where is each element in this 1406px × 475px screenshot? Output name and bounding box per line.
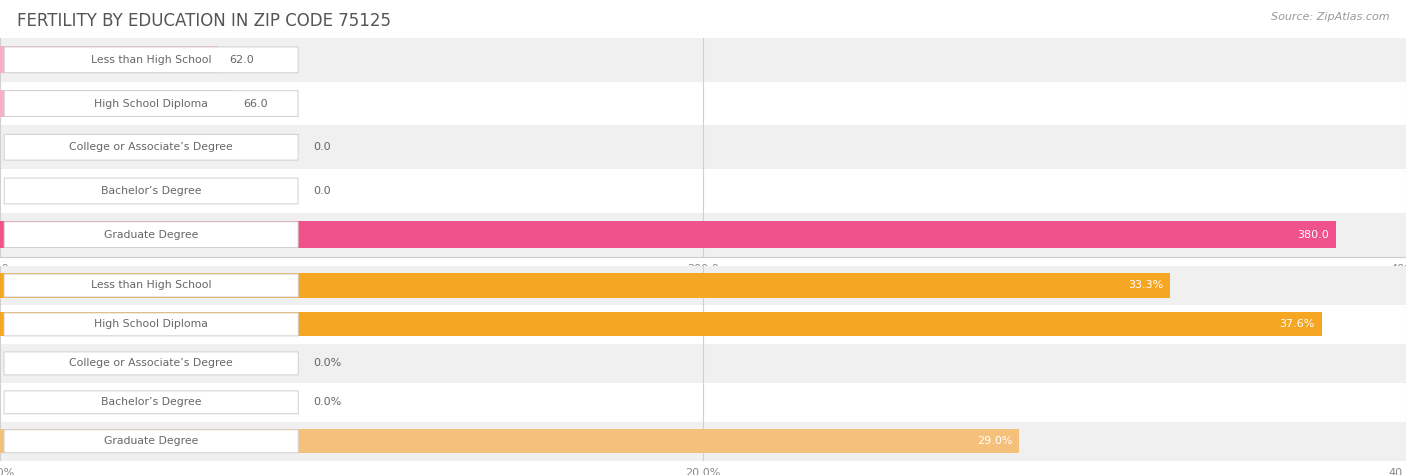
Bar (0, 383, 1406, 422)
Text: High School Diploma: High School Diploma (94, 319, 208, 330)
Text: 0.0: 0.0 (314, 186, 332, 196)
Text: 0.0%: 0.0% (314, 358, 342, 369)
Bar (0, 90, 232, 117)
Bar (0, 125, 1406, 169)
Text: Source: ZipAtlas.com: Source: ZipAtlas.com (1271, 12, 1389, 22)
FancyBboxPatch shape (4, 222, 298, 247)
Bar (0, 38, 1406, 82)
Text: 33.3%: 33.3% (1128, 280, 1163, 291)
Text: High School Diploma: High School Diploma (94, 98, 208, 109)
Bar (0, 313, 1322, 336)
FancyBboxPatch shape (4, 391, 298, 414)
Bar (0, 46, 218, 74)
Text: Less than High School: Less than High School (91, 280, 211, 291)
FancyBboxPatch shape (4, 91, 298, 116)
Text: College or Associate’s Degree: College or Associate’s Degree (69, 358, 233, 369)
Text: Bachelor’s Degree: Bachelor’s Degree (101, 397, 201, 408)
Text: 37.6%: 37.6% (1279, 319, 1315, 330)
FancyBboxPatch shape (4, 178, 298, 204)
FancyBboxPatch shape (4, 134, 298, 160)
Text: 66.0: 66.0 (243, 98, 269, 109)
Text: Less than High School: Less than High School (91, 55, 211, 65)
Text: 380.0: 380.0 (1296, 229, 1329, 240)
Bar (0, 305, 1406, 344)
Bar (0, 82, 1406, 125)
FancyBboxPatch shape (4, 47, 298, 73)
FancyBboxPatch shape (4, 313, 298, 336)
Text: Graduate Degree: Graduate Degree (104, 229, 198, 240)
Bar (0, 422, 1406, 461)
Bar (0, 266, 1406, 305)
Bar (0, 221, 1336, 248)
Text: 0.0%: 0.0% (314, 397, 342, 408)
Text: Graduate Degree: Graduate Degree (104, 436, 198, 446)
Text: 0.0: 0.0 (314, 142, 332, 152)
Text: Bachelor’s Degree: Bachelor’s Degree (101, 186, 201, 196)
Bar (0, 429, 1019, 453)
FancyBboxPatch shape (4, 430, 298, 453)
FancyBboxPatch shape (4, 274, 298, 297)
Bar (0, 213, 1406, 256)
Text: 62.0: 62.0 (229, 55, 254, 65)
Text: FERTILITY BY EDUCATION IN ZIP CODE 75125: FERTILITY BY EDUCATION IN ZIP CODE 75125 (17, 12, 391, 30)
Text: 29.0%: 29.0% (977, 436, 1012, 446)
Bar (0, 274, 1170, 297)
FancyBboxPatch shape (4, 352, 298, 375)
Bar (0, 344, 1406, 383)
Text: College or Associate’s Degree: College or Associate’s Degree (69, 142, 233, 152)
Bar (0, 169, 1406, 213)
